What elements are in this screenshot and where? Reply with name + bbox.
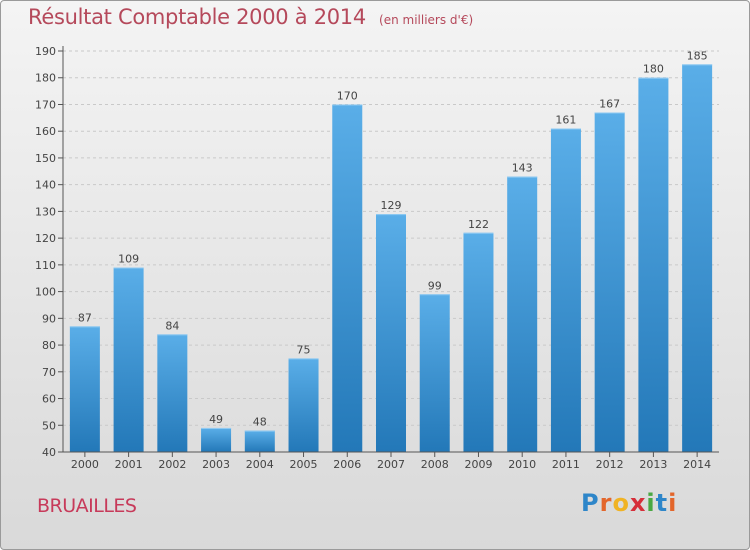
- data-label-2007: 129: [381, 199, 402, 212]
- chart-title: Résultat Comptable 2000 à 2014: [28, 5, 366, 29]
- bar-2004: [244, 430, 275, 452]
- y-tick-label: 120: [35, 232, 56, 245]
- y-tick-label: 130: [35, 205, 56, 218]
- y-tick-label: 150: [35, 152, 56, 165]
- logo-letter: i: [646, 489, 656, 517]
- y-tick-label: 190: [35, 45, 56, 58]
- bar-2011: [550, 128, 581, 452]
- data-label-2014: 185: [687, 49, 708, 62]
- x-tick-label-2000: 2000: [71, 458, 99, 471]
- y-tick-label: 90: [42, 312, 56, 325]
- data-label-2010: 143: [512, 162, 533, 175]
- y-tick-label: 70: [42, 366, 56, 379]
- y-tick-label: 50: [42, 419, 56, 432]
- bar-2005: [288, 358, 319, 452]
- bar-2008: [419, 294, 450, 452]
- y-tick-label: 160: [35, 125, 56, 138]
- logo-letter: P: [581, 489, 600, 517]
- x-tick-label-2001: 2001: [115, 458, 143, 471]
- logo-letter: i: [668, 489, 678, 517]
- x-tick-label-2013: 2013: [639, 458, 667, 471]
- x-tick-label-2008: 2008: [421, 458, 449, 471]
- bar-2000: [69, 326, 100, 452]
- x-tick-label-2003: 2003: [202, 458, 230, 471]
- y-tick-label: 170: [35, 98, 56, 111]
- y-tick-label: 80: [42, 339, 56, 352]
- bar-2003: [201, 427, 232, 452]
- commune-name: BRUAILLES: [37, 495, 137, 517]
- x-tick-label-2010: 2010: [508, 458, 536, 471]
- title-row: Résultat Comptable 2000 à 2014 (en milli…: [28, 5, 473, 29]
- bar-2002: [157, 334, 188, 452]
- data-label-2012: 167: [599, 97, 620, 110]
- y-tick-label: 180: [35, 72, 56, 85]
- data-label-2002: 84: [165, 319, 179, 332]
- bar-2001: [113, 267, 144, 452]
- x-axis-ticks: 2000 2001 2002 2003 2004 2005 2006 2007 2008 2009…: [71, 452, 711, 471]
- x-tick-label-2009: 2009: [464, 458, 492, 471]
- data-labels: 87 109 84 49 48 75 170 129 99 122 143 161 167 180 185: [78, 49, 708, 428]
- data-label-2004: 48: [253, 416, 267, 429]
- x-tick-label-2014: 2014: [683, 458, 711, 471]
- y-tick-label: 60: [42, 393, 56, 406]
- logo-letter: r: [599, 489, 613, 517]
- bar-2007: [376, 214, 406, 452]
- bar-2006: [332, 104, 363, 452]
- x-tick-label-2012: 2012: [596, 458, 624, 471]
- data-label-2006: 170: [337, 89, 358, 102]
- proxiti-logo: Proxiti: [581, 489, 677, 517]
- bar-2010: [507, 176, 538, 452]
- data-label-2003: 49: [209, 413, 223, 426]
- axes: [62, 46, 719, 453]
- x-tick-label-2004: 2004: [246, 458, 274, 471]
- bar-2009: [463, 232, 494, 452]
- x-tick-label-2007: 2007: [377, 458, 405, 471]
- logo-letter: o: [612, 489, 630, 517]
- bars: [69, 64, 713, 452]
- y-tick-label: 100: [35, 286, 56, 299]
- x-tick-label-2011: 2011: [552, 458, 580, 471]
- bar-2013: [638, 77, 669, 452]
- data-label-2005: 75: [297, 343, 311, 356]
- data-label-2001: 109: [118, 253, 139, 266]
- y-tick-label: 140: [35, 179, 56, 192]
- data-label-2008: 99: [428, 279, 442, 292]
- x-tick-label-2005: 2005: [290, 458, 318, 471]
- x-tick-label-2002: 2002: [158, 458, 186, 471]
- y-axis-ticks: 40 50 60 70 80 90 100 110 120 130 140 150 160 170 180 1…: [35, 45, 63, 459]
- y-tick-label: 40: [42, 446, 56, 459]
- data-label-2000: 87: [78, 311, 92, 324]
- bar-2012: [594, 112, 625, 452]
- logo-letter: t: [655, 489, 669, 517]
- logo-letter: x: [629, 489, 647, 517]
- bar-2014: [682, 64, 713, 452]
- data-label-2013: 180: [643, 63, 664, 76]
- y-tick-label: 110: [35, 259, 56, 272]
- data-label-2009: 122: [468, 218, 489, 231]
- data-label-2011: 161: [555, 114, 576, 127]
- chart-subtitle: (en milliers d'€): [379, 13, 474, 27]
- x-tick-label-2006: 2006: [333, 458, 361, 471]
